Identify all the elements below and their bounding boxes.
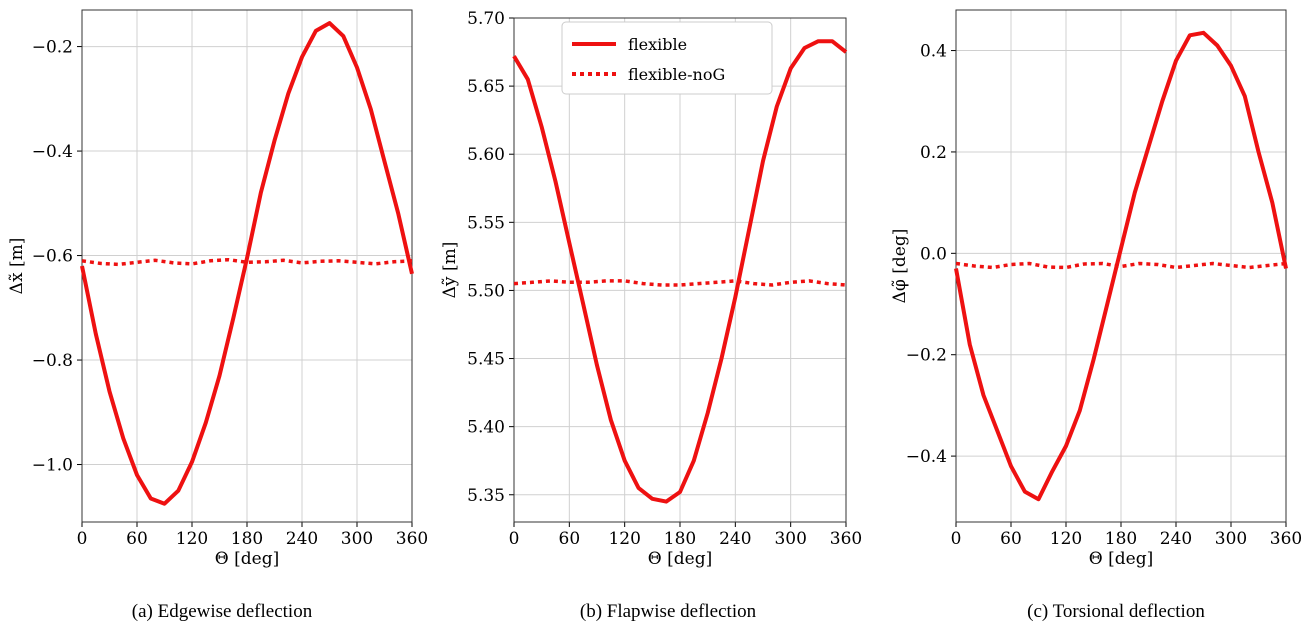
subfigure-caption: (a) Edgewise deflection (132, 601, 313, 622)
x-tick-label: 60 (1000, 529, 1022, 549)
plot-frame (513, 17, 847, 523)
legend-label-flexible: flexible (628, 35, 687, 54)
chart-panel-1: 0 60 120 180 240 300 360 −1.0 −0.8 −0.6 −0.4 −0.2 Θ … (7, 9, 428, 569)
legend: flexible flexible-noG (561, 21, 773, 95)
x-tick-label: 240 (719, 529, 751, 549)
x-tick-label: 240 (1160, 529, 1192, 549)
y-tick-label: −0.2 (906, 346, 947, 366)
x-axis-label: Θ [deg] (1089, 549, 1153, 569)
x-tick-label: 0 (77, 529, 88, 549)
y-tick-label: 5.60 (467, 145, 505, 165)
y-tick-label: 5.65 (467, 77, 505, 97)
y-tick-label: 5.45 (467, 350, 505, 370)
chart-panel-2: 0 60 120 180 240 300 360 5.35 5.40 5.45 5.50 5.55 5.… (440, 9, 862, 569)
x-tick-label: 360 (830, 529, 862, 549)
y-tick-label: −0.4 (906, 447, 947, 467)
x-tick-label: 360 (1270, 529, 1301, 549)
x-tick-label: 60 (559, 529, 581, 549)
y-axis-label: Δỹ [m] (440, 242, 460, 299)
y-tick-label: −0.8 (32, 351, 73, 371)
subfigure-caption: (b) Flapwise deflection (580, 601, 757, 622)
series-line-flexible (512, 39, 848, 504)
subfigure-caption: (c) Torsional deflection (1027, 601, 1205, 622)
y-axis-label: Δφ̃ [deg] (890, 229, 910, 304)
y-tick-label: 5.55 (467, 213, 505, 233)
y-tick-label: 0.0 (920, 244, 947, 264)
legend-label-flexible-noG: flexible-noG (628, 65, 725, 84)
x-tick-label: 0 (951, 529, 962, 549)
y-tick-label: −0.2 (32, 38, 73, 58)
y-tick-label: 0.2 (920, 143, 947, 163)
y-tick-label: 0.4 (920, 42, 947, 62)
x-axis-label: Θ [deg] (215, 549, 279, 569)
x-tick-label: 180 (664, 529, 696, 549)
x-tick-label: 300 (774, 529, 806, 549)
x-tick-label: 120 (176, 529, 208, 549)
series-line-flexible (80, 21, 414, 506)
x-tick-label: 120 (1050, 529, 1082, 549)
x-tick-label: 360 (396, 529, 428, 549)
chart-panel-3: 0 60 120 180 240 300 360 −0.4 −0.2 0.0 0.2 0.4 Θ [de… (890, 9, 1301, 569)
y-tick-label: −0.4 (32, 142, 73, 162)
y-tick-label: −0.6 (32, 247, 73, 267)
x-tick-label: 60 (126, 529, 148, 549)
x-tick-label: 300 (1215, 529, 1247, 549)
x-tick-label: 0 (509, 529, 520, 549)
x-tick-label: 240 (286, 529, 318, 549)
y-tick-label: 5.35 (467, 486, 505, 506)
y-tick-label: −1.0 (32, 456, 73, 476)
x-tick-label: 180 (1105, 529, 1137, 549)
y-tick-label: 5.50 (467, 281, 505, 301)
y-tick-label: 5.40 (467, 418, 505, 438)
x-tick-label: 120 (608, 529, 640, 549)
x-tick-label: 180 (231, 529, 263, 549)
x-axis-label: Θ [deg] (648, 549, 712, 569)
y-tick-label: 5.70 (467, 9, 505, 29)
y-axis-label: Δx̃ [m] (7, 238, 27, 295)
series-line-flexible (954, 30, 1288, 502)
x-tick-label: 300 (341, 529, 373, 549)
